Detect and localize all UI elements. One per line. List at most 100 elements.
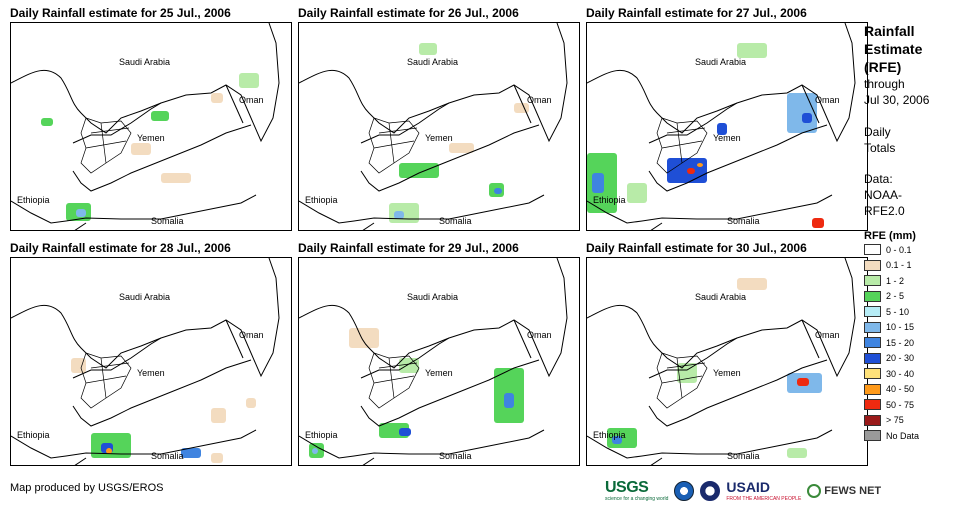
rfe-class-row: 10 - 15: [864, 320, 964, 336]
rainfall-patch: [389, 203, 419, 223]
rainfall-patch: [449, 143, 474, 153]
rainfall-panel-27jul: Daily Rainfall estimate for 27 Jul., 200…: [586, 6, 868, 231]
legend-title-line: Estimate: [864, 41, 923, 57]
logo-strip: USGS science for a changing world USAID …: [605, 479, 881, 502]
map-label-saudi: Saudi Arabia: [119, 292, 171, 302]
rfe-class-row: 5 - 10: [864, 304, 964, 320]
boundary-line: [72, 359, 252, 427]
map-label-saudi: Saudi Arabia: [695, 292, 747, 302]
rainfall-panel-26jul: Daily Rainfall estimate for 26 Jul., 200…: [298, 6, 580, 231]
rainfall-patch: [494, 188, 502, 194]
map-canvas: [299, 258, 568, 465]
boundary-line: [72, 124, 252, 192]
map-canvas: [587, 23, 856, 230]
rainfall-patch: [349, 328, 379, 348]
legend-date: Jul 30, 2006: [864, 93, 930, 107]
rfe-class-row: 40 - 50: [864, 382, 964, 398]
boundary-line: [11, 258, 280, 378]
map-label-saudi: Saudi Arabia: [119, 57, 171, 67]
map-label-ethiopia: Ethiopia: [593, 430, 626, 440]
rfe-class-row: 20 - 30: [864, 351, 964, 367]
rfe-swatch: [864, 244, 881, 256]
usgs-tagline: science for a changing world: [605, 496, 669, 502]
rainfall-patch: [687, 168, 695, 174]
rfe-class-row: 1 - 2: [864, 273, 964, 289]
rainfall-patch: [737, 278, 767, 290]
boundary-line: [587, 23, 856, 143]
map-label-ethiopia: Ethiopia: [17, 430, 50, 440]
rainfall-patch: [211, 453, 223, 463]
map-label-oman: Oman: [239, 330, 264, 340]
boundary-line: [225, 84, 244, 124]
map-label-oman: Oman: [527, 95, 552, 105]
boundary-line: [648, 124, 828, 192]
rainfall-patch: [812, 218, 824, 228]
boundary-line: [587, 258, 856, 378]
usaid-wordmark: USAID: [726, 479, 770, 495]
usaid-seal-icon: [700, 480, 721, 501]
rfe-class-row: 15 - 20: [864, 335, 964, 351]
rainfall-map: Saudi Arabia Oman Yemen Ethiopia Somalia: [298, 22, 580, 231]
rfe-swatch: [864, 399, 881, 411]
governorate-boundaries: [656, 117, 708, 174]
map-label-somalia: Somalia: [151, 451, 184, 461]
boundary-line: [587, 194, 833, 224]
map-label-ethiopia: Ethiopia: [305, 195, 338, 205]
boundary-line: [11, 23, 280, 143]
rfe-class-row: 2 - 5: [864, 289, 964, 305]
rfe-heading: RFE (mm): [864, 230, 916, 242]
map-credit: Map produced by USGS/EROS: [10, 482, 164, 494]
map-label-somalia: Somalia: [439, 451, 472, 461]
legend-totals-line: Totals: [864, 141, 896, 155]
boundary-line: [801, 84, 820, 124]
boundary-line: [225, 319, 244, 359]
rfe-class-label: 30 - 40: [886, 368, 915, 379]
governorate-boundaries: [80, 117, 132, 174]
rainfall-patch: [627, 183, 647, 203]
governorate-boundaries: [80, 352, 132, 409]
panel-title: Daily Rainfall estimate for 28 Jul., 200…: [10, 241, 231, 255]
rainfall-patch: [246, 398, 256, 408]
rainfall-patch: [312, 448, 318, 454]
map-label-oman: Oman: [815, 330, 840, 340]
panel-title: Daily Rainfall estimate for 26 Jul., 200…: [298, 6, 519, 20]
rfe-class-label: 10 - 15: [886, 322, 915, 333]
rfe-class-row: No Data: [864, 428, 964, 444]
boundary-line: [74, 222, 87, 230]
governorate-boundaries: [368, 352, 420, 409]
governorate-boundaries: [656, 352, 708, 409]
map-label-saudi: Saudi Arabia: [407, 57, 459, 67]
rfe-class-row: > 75: [864, 413, 964, 429]
boundary-line: [299, 194, 545, 224]
map-label-ethiopia: Ethiopia: [305, 430, 338, 440]
boundary-line: [11, 194, 257, 224]
boundary-line: [299, 23, 568, 143]
map-label-saudi: Saudi Arabia: [407, 292, 459, 302]
rainfall-panel-28jul: Daily Rainfall estimate for 28 Jul., 200…: [10, 241, 292, 466]
rainfall-patch: [131, 143, 151, 155]
panel-title: Daily Rainfall estimate for 27 Jul., 200…: [586, 6, 807, 20]
rainfall-patch: [71, 358, 86, 373]
rainfall-patch: [787, 93, 817, 133]
map-canvas: [11, 258, 280, 465]
rfe-swatch: [864, 290, 881, 302]
rainfall-patch: [787, 448, 807, 458]
panel-title: Daily Rainfall estimate for 29 Jul., 200…: [298, 241, 519, 255]
rainfall-panel-30jul: Daily Rainfall estimate for 30 Jul., 200…: [586, 241, 868, 466]
rainfall-patch: [399, 428, 411, 436]
legend-data-line: NOAA-: [864, 188, 903, 202]
map-label-ethiopia: Ethiopia: [17, 195, 50, 205]
rainfall-patch: [717, 123, 727, 135]
usgs-wordmark: USGS: [605, 479, 649, 496]
legend-data-line: RFE2.0: [864, 204, 905, 218]
rfe-class-label: > 75: [886, 415, 904, 426]
rainfall-patch: [41, 118, 53, 126]
rfe-class-label: 20 - 30: [886, 353, 915, 364]
panel-title: Daily Rainfall estimate for 25 Jul., 200…: [10, 6, 231, 20]
rfe-class-label: 40 - 50: [886, 384, 915, 395]
usgs-logo: USGS science for a changing world: [605, 479, 668, 502]
map-label-somalia: Somalia: [151, 216, 184, 226]
rainfall-map: Saudi Arabia Oman Yemen Ethiopia Somalia: [298, 257, 580, 466]
map-label-oman: Oman: [815, 95, 840, 105]
rainfall-patch: [667, 158, 707, 183]
